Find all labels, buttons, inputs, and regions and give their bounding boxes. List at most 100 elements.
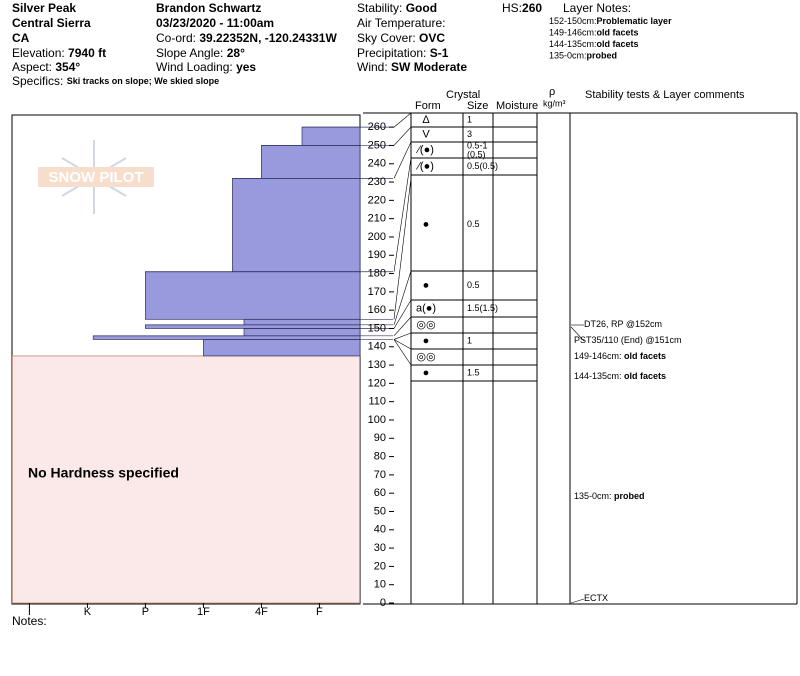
connector xyxy=(393,339,412,366)
text: Problematic layer xyxy=(597,16,673,26)
hardness-bar xyxy=(232,178,361,273)
label: Wind Loading: xyxy=(156,60,233,74)
crystal-form: ● xyxy=(423,335,430,347)
y-tick-label: 260 xyxy=(368,121,386,133)
label: Stability: xyxy=(357,1,402,15)
hardness-bar xyxy=(145,324,361,329)
connector xyxy=(393,270,412,325)
slope: Slope Angle: 28° xyxy=(156,46,245,60)
comment: ECTX xyxy=(584,593,608,603)
label: Wind: xyxy=(357,60,388,74)
connector xyxy=(393,332,412,340)
value: 7940 ft xyxy=(68,46,106,60)
text: DT26, RP @152cm xyxy=(584,319,662,329)
crystal-size: 0.5(0.5) xyxy=(467,161,498,171)
connector xyxy=(393,112,412,128)
y-tick-label: 40 xyxy=(374,524,386,536)
col-density-unit: kg/m³ xyxy=(543,98,566,108)
comment: 135-0cm: probed xyxy=(574,491,645,501)
crystal-form: Δ xyxy=(422,114,430,126)
crystal-form: V xyxy=(422,128,430,140)
observer: Brandon Schwartz xyxy=(156,1,261,15)
y-tick-label: 20 xyxy=(374,560,386,572)
range: 152-150cm: xyxy=(549,16,597,26)
text: old facets xyxy=(597,39,639,49)
value: S-1 xyxy=(430,46,449,60)
x-tick-label: I xyxy=(28,606,31,618)
crystal-size-note: (0.5) xyxy=(467,149,486,159)
y-tick-label: 170 xyxy=(368,286,386,298)
watermark-text: SNOW PILOT xyxy=(49,169,144,186)
connector xyxy=(393,299,412,329)
layer-note: 149-146cm:old facets xyxy=(549,28,639,38)
value: OVC xyxy=(419,31,445,45)
x-tick-label: P xyxy=(142,606,149,618)
hardness-bar xyxy=(203,339,361,357)
wind-loading: Wind Loading: yes xyxy=(156,60,256,74)
hs: HS:260 xyxy=(502,1,542,15)
crystal-form: ⁄(●) xyxy=(415,160,434,172)
y-tick-label: 140 xyxy=(368,341,386,353)
hardness-bar xyxy=(145,271,361,320)
comment: 149-146cm: old facets xyxy=(574,351,666,361)
y-tick-label: 190 xyxy=(368,249,386,261)
value: yes xyxy=(236,60,256,74)
notes-label: Notes: xyxy=(12,614,47,628)
y-tick-label: 200 xyxy=(368,231,386,243)
value: Good xyxy=(406,1,437,15)
range: 135-0cm: xyxy=(574,491,612,501)
connector xyxy=(393,126,412,146)
y-tick-label: 30 xyxy=(374,542,386,554)
y-tick-label: 80 xyxy=(374,450,386,462)
connector xyxy=(393,339,412,350)
hardness-bar xyxy=(261,145,361,179)
comment: 144-135cm: old facets xyxy=(574,371,666,381)
col-moisture: Moisture xyxy=(496,100,538,112)
connector xyxy=(393,141,412,179)
y-tick-label: 70 xyxy=(374,469,386,481)
crystal-form: ● xyxy=(423,367,430,379)
datetime: 03/23/2020 - 11:00am xyxy=(156,16,274,30)
col-size: Size xyxy=(467,100,488,112)
label: Specifics: xyxy=(12,74,63,88)
connector xyxy=(393,177,412,320)
col-crystal: Crystal xyxy=(446,89,480,101)
range: 144-135cm: xyxy=(574,371,622,381)
text: old facets xyxy=(624,371,666,381)
y-tick-label: 0 xyxy=(380,597,386,609)
x-tick-label: K xyxy=(84,606,92,618)
crystal-form: ⁄(●) xyxy=(415,144,434,156)
sky: Sky Cover: OVC xyxy=(357,31,445,45)
comment-pointer xyxy=(570,598,585,604)
label: Aspect: xyxy=(12,60,52,74)
connector xyxy=(393,316,412,336)
value: 354° xyxy=(55,60,80,74)
text: probed xyxy=(587,51,618,61)
text: ECTX xyxy=(584,593,608,603)
y-tick-label: 220 xyxy=(368,194,386,206)
watermark: SNOW PILOT xyxy=(38,140,154,214)
logo-band xyxy=(38,167,154,187)
range: 144-135cm: xyxy=(549,39,597,49)
location: CA xyxy=(12,31,30,45)
no-hardness-area xyxy=(12,355,360,604)
text: probed xyxy=(614,491,645,501)
hardness-bar xyxy=(243,318,361,326)
layer-note: 152-150cm:Problematic layer xyxy=(549,16,672,26)
crystal-form: ◎◎ xyxy=(416,351,435,363)
layer-notes-title: Layer Notes: xyxy=(563,1,631,15)
label: HS: xyxy=(502,1,522,15)
crystal-size: 0.5-1 xyxy=(467,140,488,150)
value: SW Moderate xyxy=(391,60,467,74)
crystal-size: 1 xyxy=(467,335,472,345)
crystal-form: a(●) xyxy=(416,302,436,314)
value: Ski tracks on slope; We skied slope xyxy=(67,76,219,86)
stability: Stability: Good xyxy=(357,1,437,15)
y-tick-label: 10 xyxy=(374,579,386,591)
x-tick-label: 4F xyxy=(255,606,268,618)
crystal-size: 1 xyxy=(467,114,472,124)
y-tick-label: 210 xyxy=(368,213,386,225)
col-rho: ρ xyxy=(549,86,555,98)
layer-note: 135-0cm:probed xyxy=(549,51,617,61)
